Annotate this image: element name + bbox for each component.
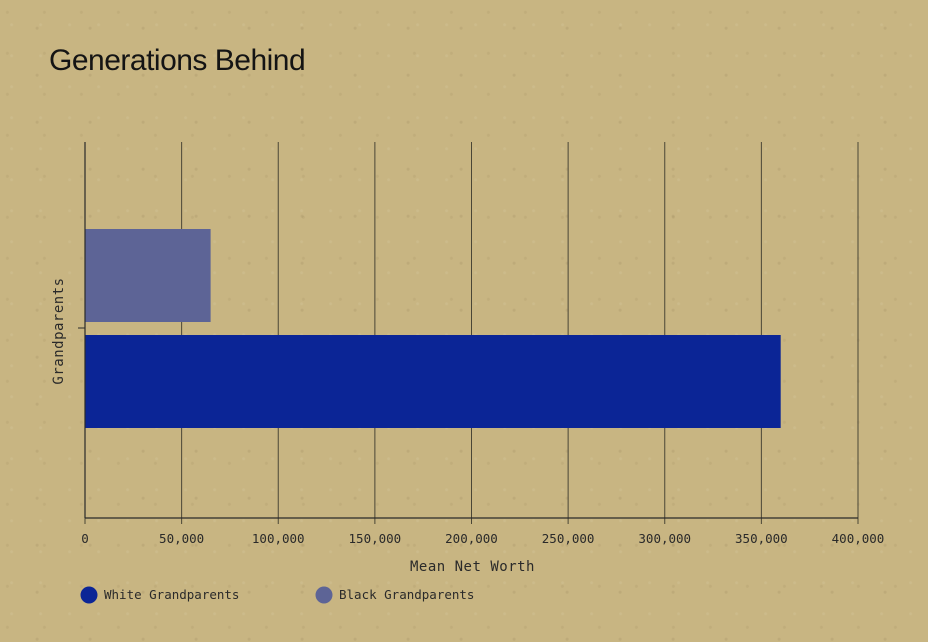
legend-swatch: [315, 586, 333, 604]
x-axis-title: Mean Net Worth: [410, 559, 535, 575]
x-tick-label: 400,000: [832, 531, 885, 546]
axes: [78, 142, 858, 519]
legend-label: Black Grandparents: [339, 587, 474, 602]
legend-swatch: [80, 586, 98, 604]
bar-white-grandparents: [85, 335, 781, 428]
tick-labels: 0 50,000 100,000 150,000 200,000 250,000 300,0…: [81, 531, 884, 546]
x-tick-label: 300,000: [638, 531, 691, 546]
x-tick-label: 350,000: [735, 531, 788, 546]
legend-label: White Grandparents: [104, 587, 239, 602]
grid-lines: [84, 142, 859, 524]
y-axis-title: Grandparents: [51, 277, 67, 384]
bars: [85, 229, 781, 428]
x-tick-label: 250,000: [542, 531, 595, 546]
bar-black-grandparents: [85, 229, 211, 322]
x-tick-label: 50,000: [159, 531, 204, 546]
chart-title: Generations Behind: [49, 44, 306, 77]
legend: White Grandparents Black Grandparents: [80, 586, 474, 604]
x-tick-label: 200,000: [445, 531, 498, 546]
x-tick-label: 0: [81, 531, 89, 546]
x-tick-label: 100,000: [252, 531, 305, 546]
x-tick-label: 150,000: [349, 531, 402, 546]
